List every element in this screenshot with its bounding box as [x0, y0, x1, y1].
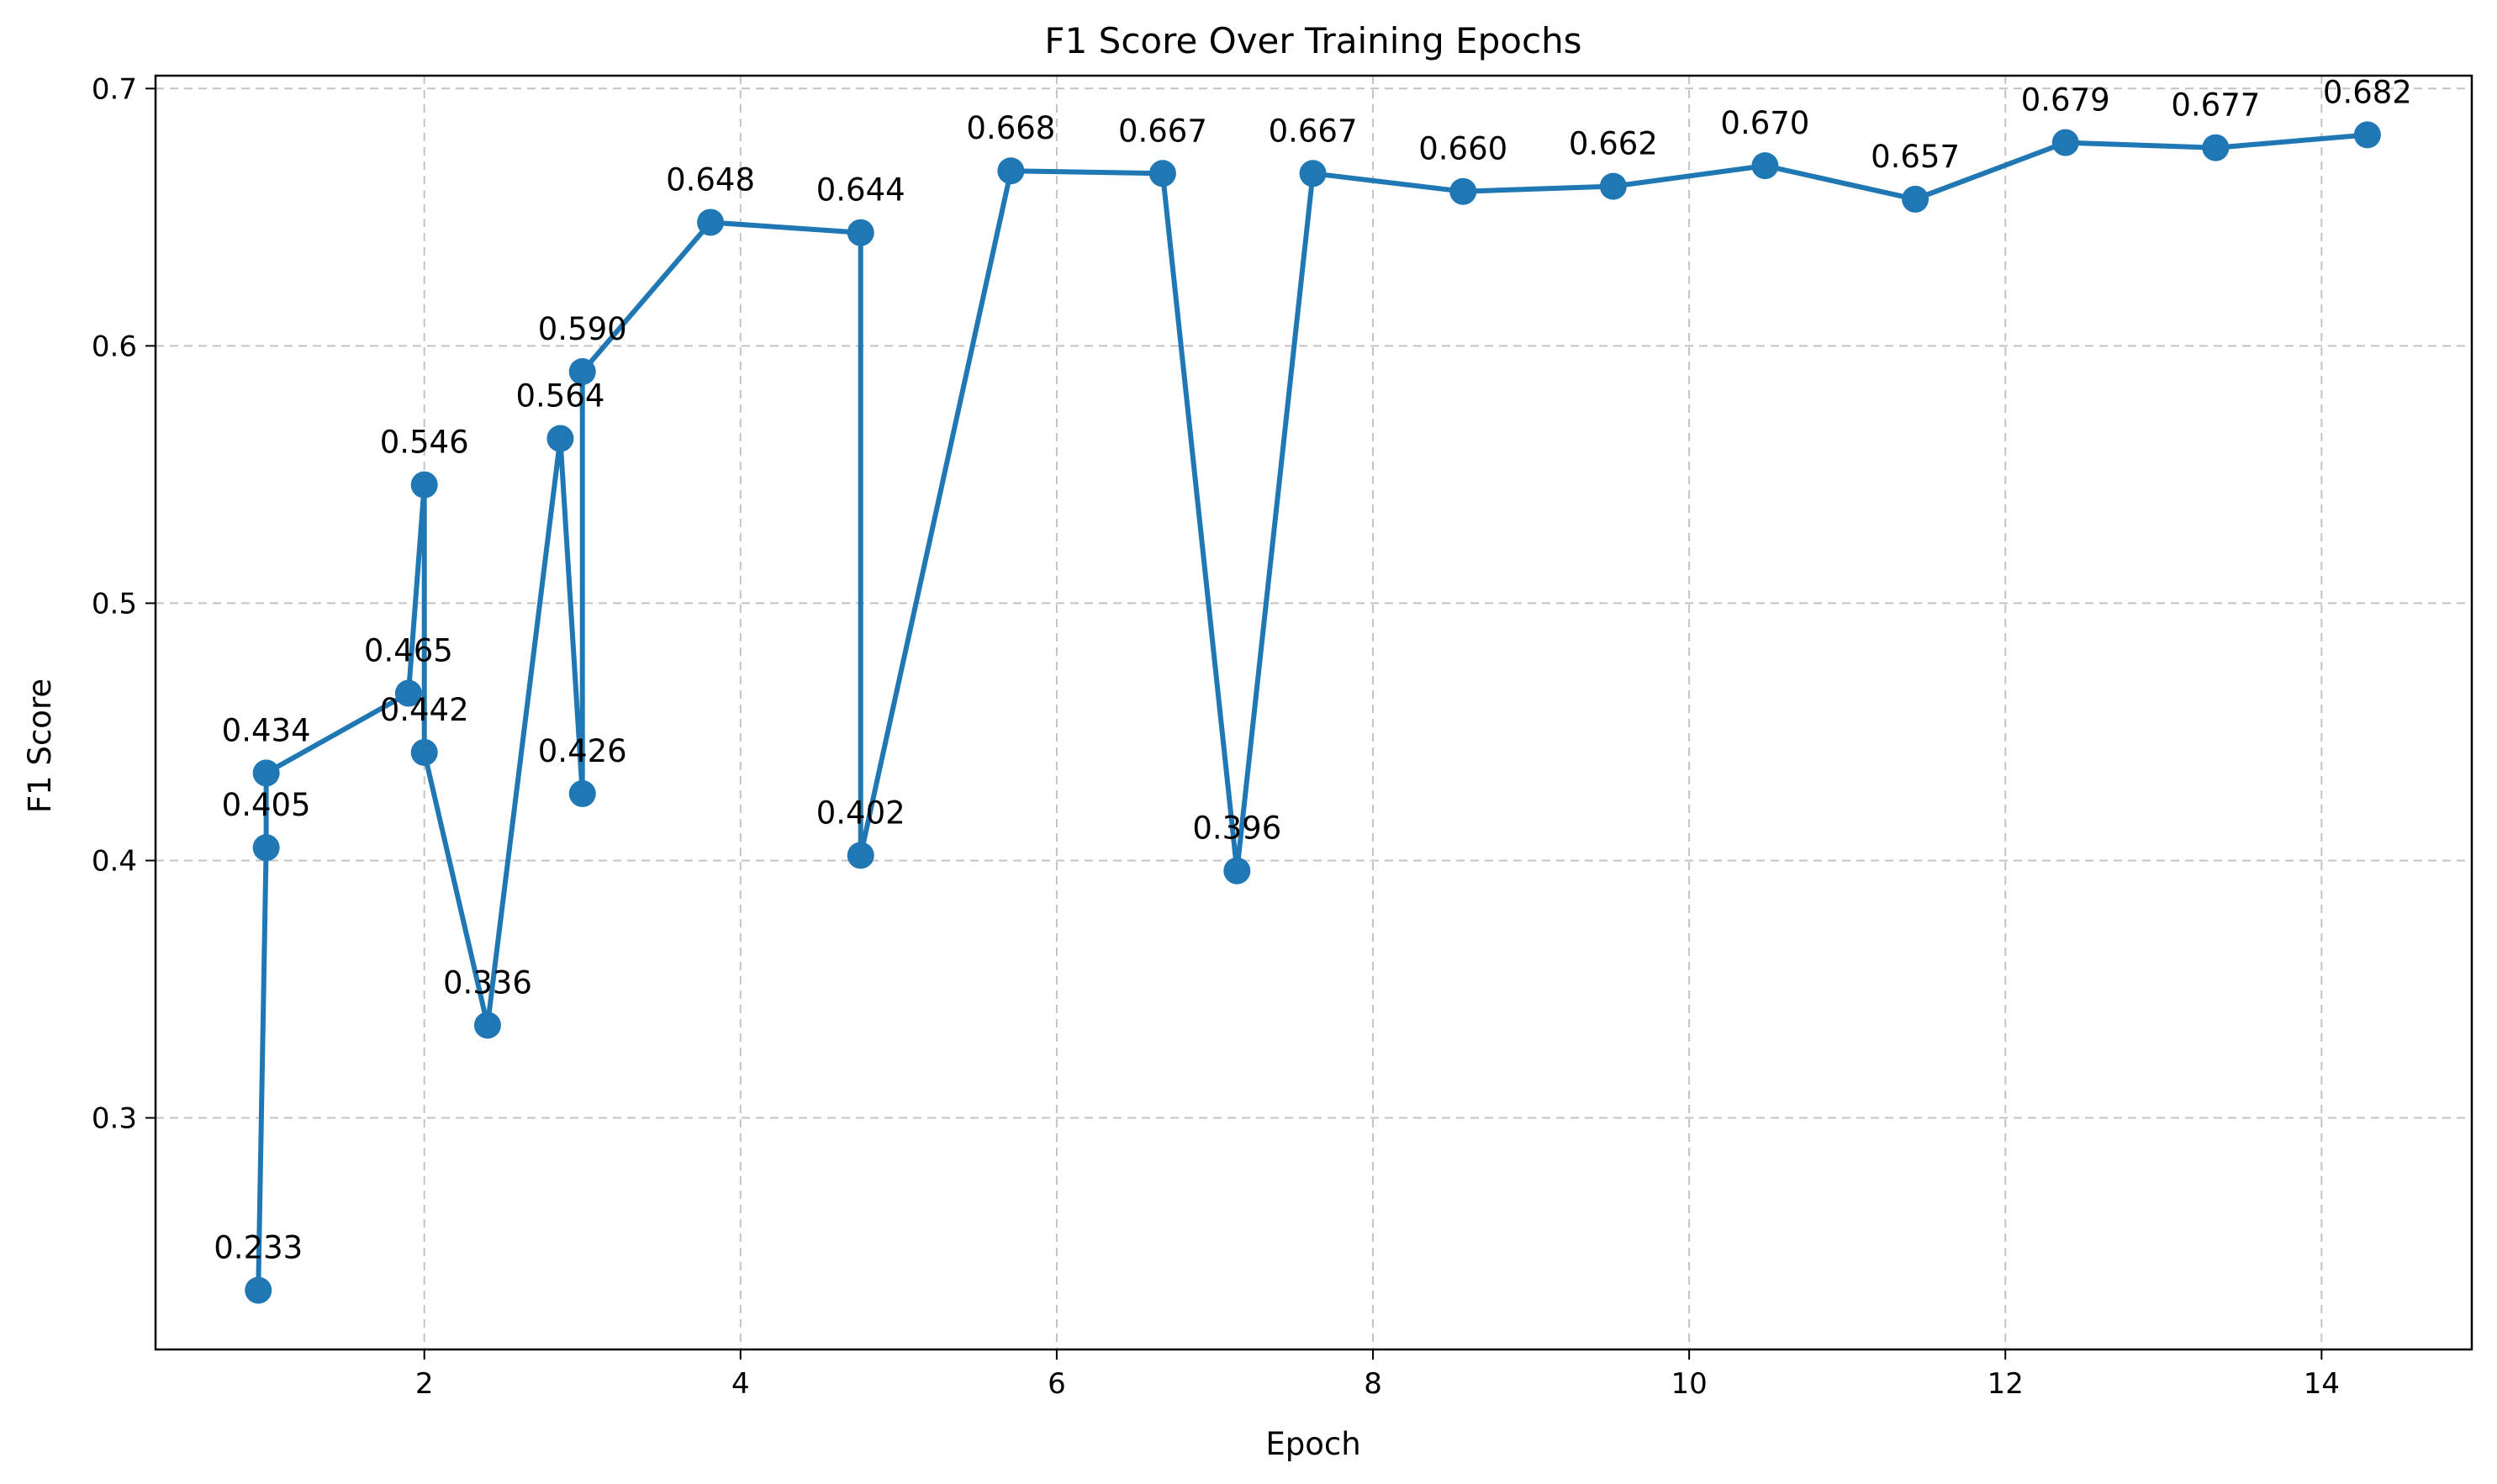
data-point	[473, 1011, 501, 1039]
data-point	[997, 157, 1025, 185]
data-point	[2051, 129, 2079, 156]
x-tick-label: 6	[1048, 1367, 1066, 1401]
x-axis-label: Epoch	[1265, 1426, 1360, 1462]
data-point	[252, 759, 280, 787]
x-tick-label: 12	[1988, 1367, 2024, 1401]
x-tick-label: 10	[1671, 1367, 1707, 1401]
data-point	[568, 779, 596, 807]
data-label: 0.670	[1720, 105, 1809, 141]
data-point	[1599, 172, 1627, 200]
data-point	[2202, 134, 2230, 161]
data-label: 0.667	[1118, 113, 1207, 149]
data-point	[410, 738, 438, 766]
tick-layer: 2 4 6 8 10 12 14 0.3 0.4 0.5 0.6 0.7	[92, 72, 2340, 1401]
series-layer	[245, 121, 2381, 1304]
data-label: 0.657	[1871, 139, 1960, 175]
data-point	[546, 425, 574, 452]
data-point	[410, 471, 438, 499]
data-point	[2353, 121, 2381, 149]
data-label: 0.644	[816, 172, 905, 209]
data-label: 0.677	[2171, 87, 2260, 124]
data-label: 0.679	[2021, 82, 2110, 119]
x-tick-label: 14	[2304, 1367, 2340, 1401]
y-tick-label: 0.6	[92, 330, 137, 363]
data-label: 0.426	[538, 733, 627, 769]
data-label: 0.465	[364, 633, 453, 669]
data-label: 0.682	[2323, 74, 2412, 110]
data-point	[1449, 177, 1477, 205]
data-point	[1902, 185, 1930, 213]
data-label: 0.590	[538, 311, 627, 347]
data-point	[847, 842, 874, 869]
data-label: 0.336	[443, 964, 532, 1001]
data-point	[245, 1276, 272, 1304]
data-label: 0.405	[222, 787, 311, 823]
series-line	[256, 132, 2368, 1291]
data-point	[1148, 160, 1176, 187]
data-label: 0.648	[666, 161, 755, 198]
y-tick-label: 0.5	[92, 587, 137, 621]
data-point	[252, 834, 280, 862]
x-tick-label: 4	[731, 1367, 750, 1401]
data-label: 0.442	[380, 692, 469, 728]
y-tick-label: 0.4	[92, 844, 137, 878]
data-label: 0.402	[816, 795, 905, 831]
data-label: 0.233	[214, 1230, 303, 1266]
y-tick-label: 0.3	[92, 1102, 137, 1136]
plot-frame	[154, 74, 2473, 1351]
data-label: 0.660	[1418, 131, 1507, 167]
data-label: 0.434	[222, 712, 311, 748]
y-axis-label: F1 Score	[22, 679, 58, 813]
data-label: 0.396	[1192, 811, 1281, 847]
label-layer: 0.233 0.405 0.434 0.465 0.546 0.442 0.336 0.564…	[214, 74, 2412, 1265]
chart-title: F1 Score Over Training Epochs	[1044, 20, 1581, 61]
data-point	[1751, 152, 1779, 180]
y-tick-label: 0.7	[92, 72, 137, 106]
data-point	[847, 219, 874, 246]
data-point	[568, 357, 596, 385]
data-label: 0.564	[515, 378, 604, 415]
x-tick-label: 8	[1364, 1367, 1382, 1401]
data-point	[697, 209, 725, 236]
data-label: 0.662	[1569, 126, 1658, 162]
data-point	[394, 679, 422, 707]
data-label: 0.668	[966, 110, 1055, 146]
data-label: 0.667	[1269, 113, 1358, 149]
data-point	[1223, 857, 1251, 885]
data-label: 0.546	[380, 425, 469, 461]
x-tick-label: 2	[415, 1367, 434, 1401]
data-point	[1299, 160, 1327, 187]
